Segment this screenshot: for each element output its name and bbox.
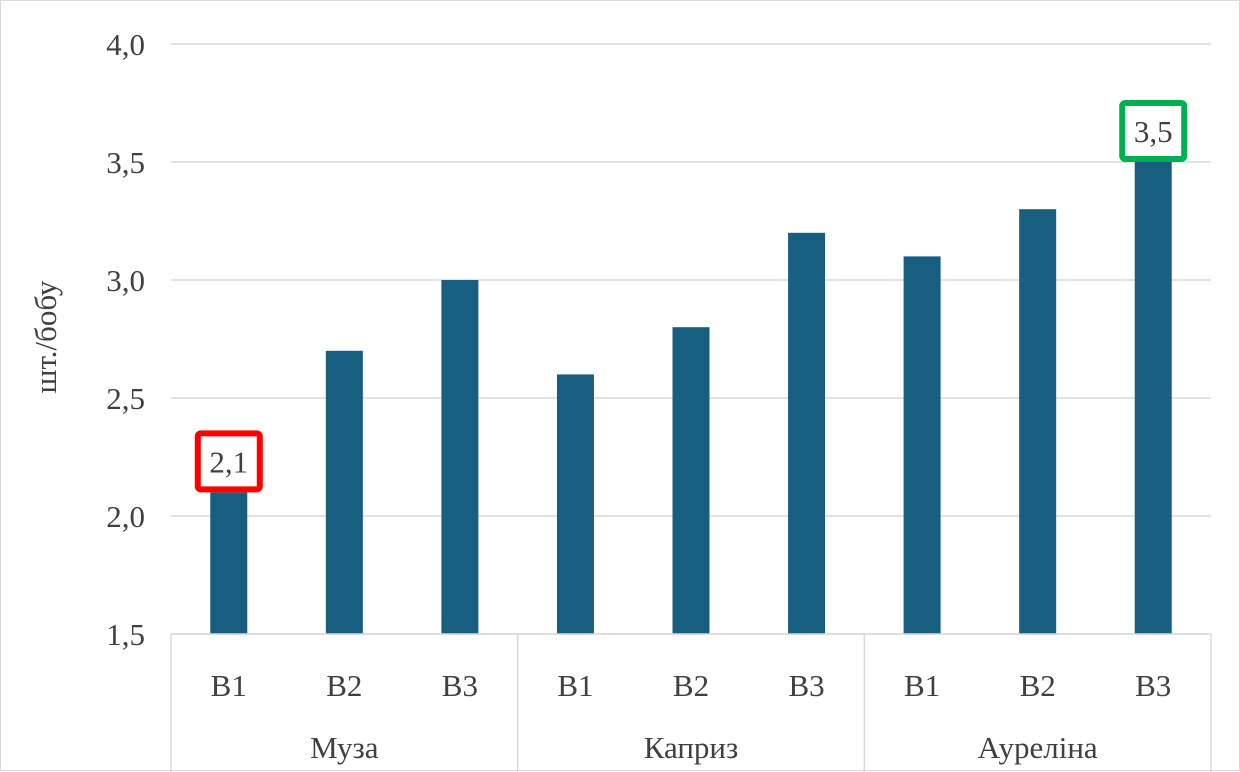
y-tick-label: 3,5: [106, 145, 145, 180]
x-category-label: B3: [442, 668, 478, 703]
y-tick-label: 2,0: [106, 499, 145, 534]
x-group-label: Муза: [310, 730, 379, 765]
x-category-label: B1: [211, 668, 247, 703]
bars: [210, 162, 1172, 635]
annotations: 2,1 3,5: [194, 100, 1188, 493]
bar: [210, 492, 248, 634]
x-group-label: Каприз: [644, 730, 739, 765]
x-group-label: Ауреліна: [978, 730, 1098, 765]
bar: [1134, 162, 1172, 634]
bar: [556, 374, 594, 634]
x-category-label: B2: [326, 668, 362, 703]
x-axis: B1 B2 B3 B1 B2 B3 B1 B2 B3 Муза Каприз Ауреліна: [170, 633, 1212, 772]
x-category-label: B1: [904, 668, 940, 703]
bar: [1019, 209, 1057, 634]
data-label-frame: [194, 430, 263, 493]
bar: [441, 280, 479, 634]
x-category-label: B3: [1135, 668, 1171, 703]
data-label: 2,1: [209, 444, 248, 479]
y-tick-label: 4,0: [106, 27, 145, 62]
data-label-frame: [1119, 100, 1188, 162]
x-category-label: B2: [673, 668, 709, 703]
data-label: 3,5: [1134, 114, 1173, 149]
y-tick-label: 1,5: [106, 617, 145, 652]
bar: [788, 232, 826, 635]
bar: [903, 256, 941, 634]
y-axis-title: шт./бобу: [28, 280, 63, 393]
bar: [325, 350, 363, 634]
x-category-label: B2: [1020, 668, 1056, 703]
x-category-label: B3: [788, 668, 824, 703]
y-axis: 1,5 2,0 2,5 3,0 3,5 4,0: [106, 27, 145, 652]
y-tick-label: 3,0: [106, 263, 145, 298]
bar: [672, 327, 710, 634]
x-category-label: B1: [557, 668, 593, 703]
y-tick-label: 2,5: [106, 381, 145, 416]
